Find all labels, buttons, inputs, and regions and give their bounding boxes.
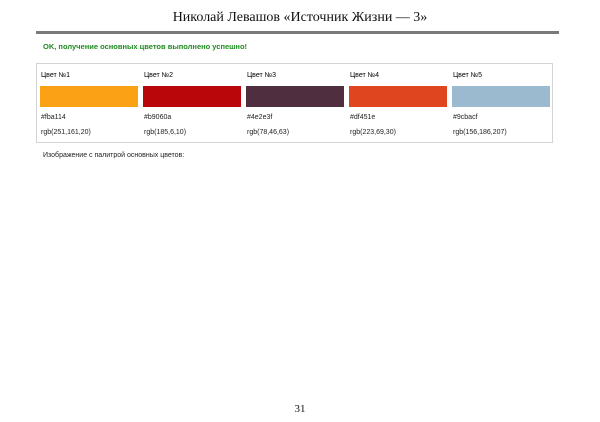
color-hex-value: #b9060a [144,114,172,121]
color-rgb-value: rgb(156,186,207) [453,129,507,136]
color-hex-value: #fba114 [41,114,66,121]
color-hex-value: #4e2e3f [247,114,273,121]
color-rgb-value: rgb(78,46,63) [247,129,290,136]
palette-image-caption: Изображение с палитрой основных цветов: [43,152,185,159]
color-header: Цвет №5 [453,72,483,79]
color-swatch [143,86,241,107]
color-header: Цвет №2 [144,72,174,79]
success-message: OK, получение основных цветов выполнено … [43,42,248,51]
color-swatch [452,86,550,107]
color-palette-table: Цвет №1 #fba114 rgb(251,161,20) Цвет №2 … [36,63,553,143]
page-number: 31 [294,403,306,415]
page-title: Николай Левашов «Источник Жизни — 3» [172,10,428,25]
color-swatch [349,86,447,107]
title-divider [36,31,559,34]
color-swatch [246,86,344,107]
color-hex-value: #df451e [350,114,376,121]
color-rgb-value: rgb(185,6,10) [144,129,187,136]
color-swatch [40,86,138,107]
color-hex-value: #9cbacf [453,114,478,121]
color-header: Цвет №3 [247,72,277,79]
color-header: Цвет №4 [350,72,380,79]
color-rgb-value: rgb(223,69,30) [350,129,396,136]
color-header: Цвет №1 [41,72,71,79]
color-rgb-value: rgb(251,161,20) [41,129,91,136]
